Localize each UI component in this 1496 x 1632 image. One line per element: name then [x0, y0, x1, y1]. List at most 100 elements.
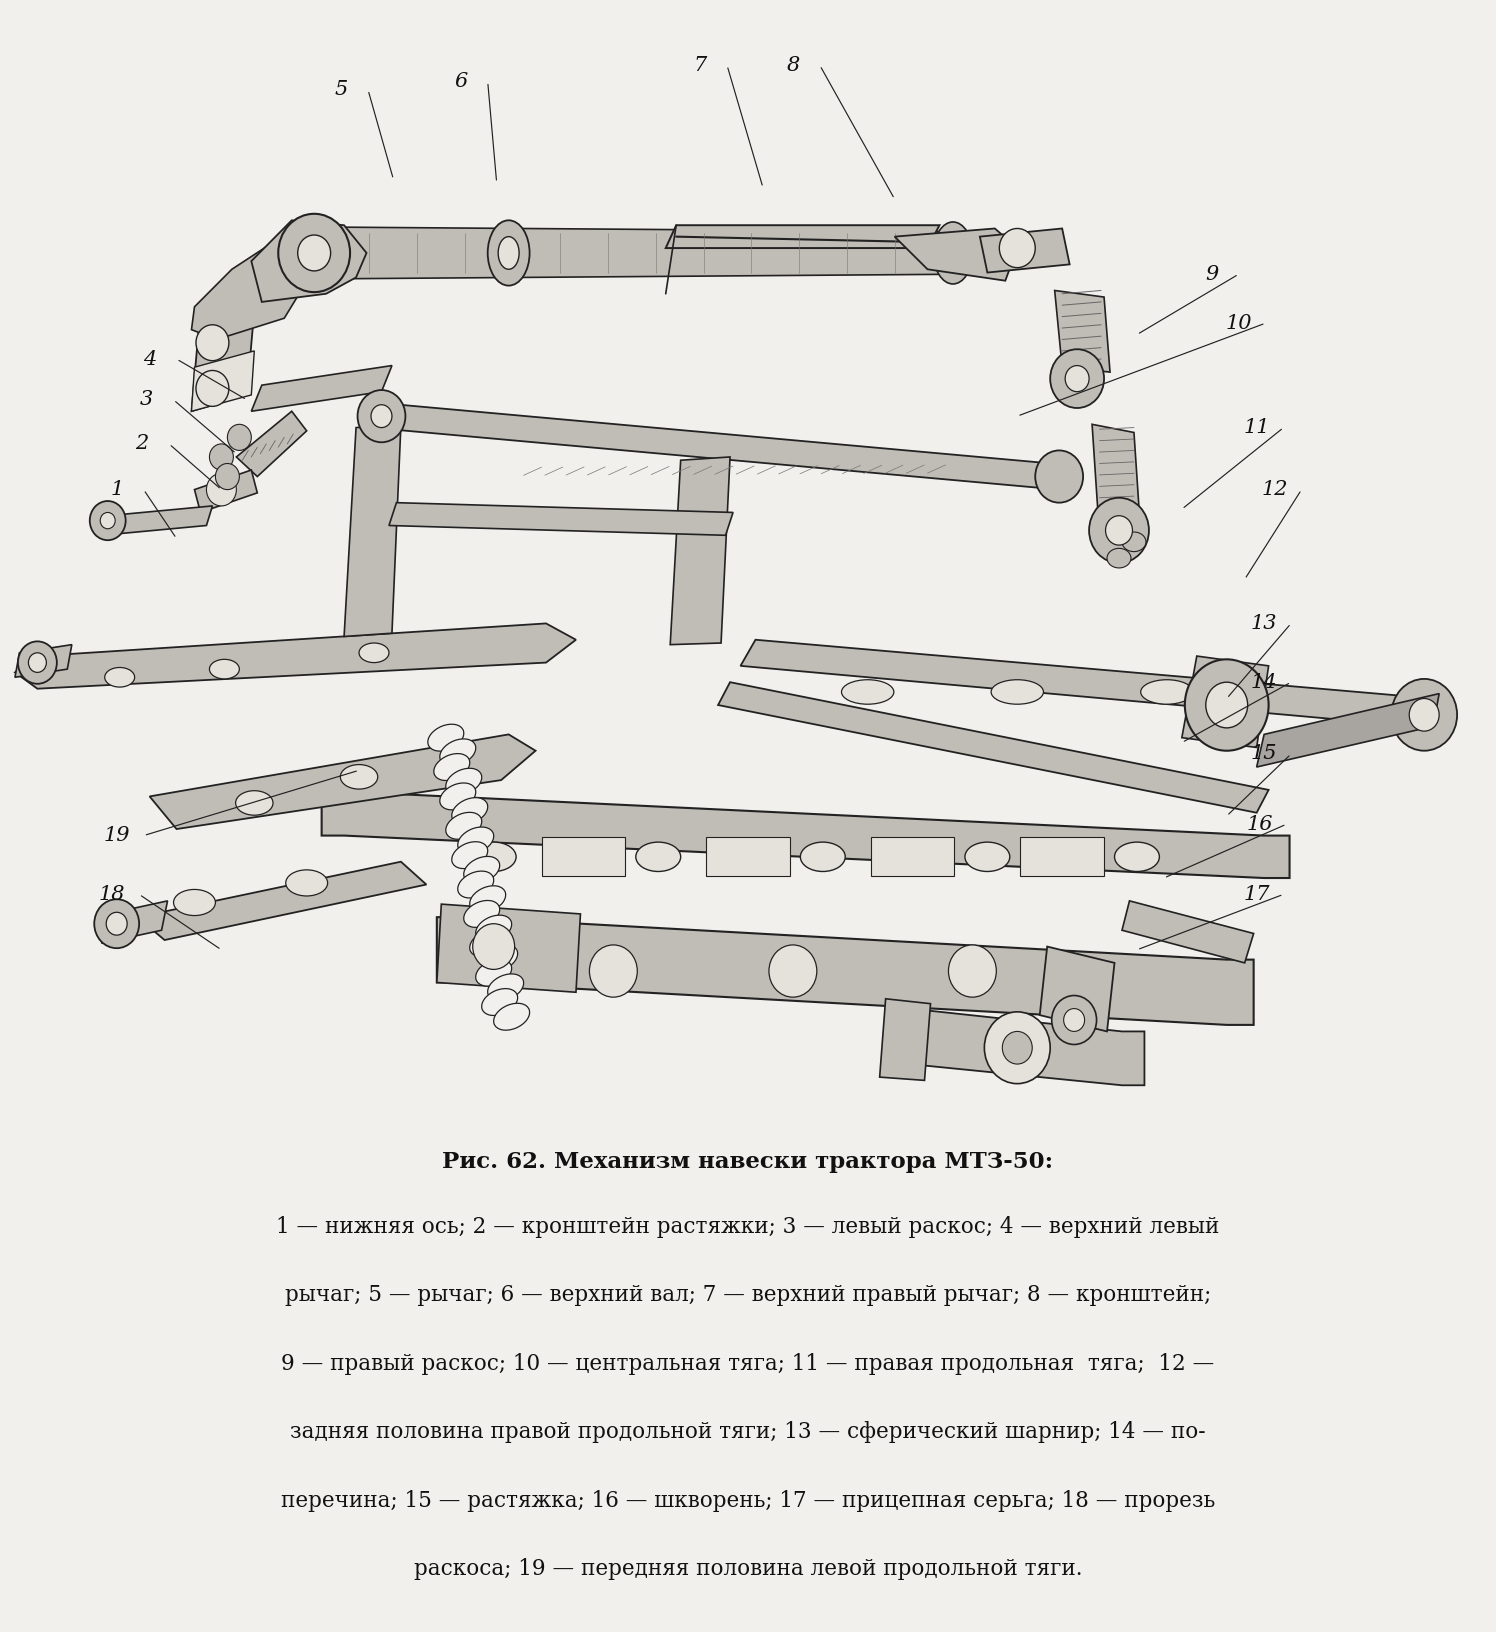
Polygon shape [191, 351, 254, 411]
Circle shape [278, 214, 350, 292]
Ellipse shape [105, 667, 135, 687]
Text: 5: 5 [335, 80, 347, 100]
Circle shape [298, 235, 331, 271]
Circle shape [90, 501, 126, 540]
Polygon shape [389, 503, 733, 535]
Polygon shape [15, 623, 576, 689]
Ellipse shape [992, 681, 1044, 705]
Text: 15: 15 [1251, 744, 1278, 764]
Text: рычаг; 5 — рычаг; 6 — верхний вал; 7 — верхний правый рычаг; 8 — кронштейн;: рычаг; 5 — рычаг; 6 — верхний вал; 7 — в… [284, 1284, 1212, 1306]
Ellipse shape [428, 725, 464, 751]
Text: раскоса; 19 — передняя половина левой продольной тяги.: раскоса; 19 — передняя половина левой пр… [414, 1559, 1082, 1580]
Text: 9: 9 [1206, 264, 1218, 284]
Circle shape [999, 228, 1035, 268]
Text: 14: 14 [1251, 672, 1278, 692]
Polygon shape [542, 837, 625, 876]
Text: 7: 7 [694, 55, 706, 75]
Polygon shape [1122, 901, 1254, 963]
Ellipse shape [452, 798, 488, 824]
Polygon shape [880, 999, 931, 1080]
Text: 4: 4 [144, 349, 156, 369]
Circle shape [589, 945, 637, 997]
Circle shape [1002, 1031, 1032, 1064]
Circle shape [1035, 450, 1083, 503]
Text: 8: 8 [787, 55, 799, 75]
Polygon shape [371, 403, 1070, 490]
Polygon shape [1020, 837, 1104, 876]
Ellipse shape [286, 870, 328, 896]
Circle shape [94, 899, 139, 948]
Circle shape [948, 945, 996, 997]
Polygon shape [299, 227, 965, 279]
Ellipse shape [464, 857, 500, 883]
Polygon shape [191, 310, 254, 411]
Polygon shape [102, 506, 212, 535]
Circle shape [28, 653, 46, 672]
Polygon shape [102, 901, 168, 943]
Polygon shape [194, 470, 257, 512]
Ellipse shape [1107, 548, 1131, 568]
Circle shape [1391, 679, 1457, 751]
Ellipse shape [464, 901, 500, 927]
Ellipse shape [434, 754, 470, 780]
Ellipse shape [841, 681, 893, 705]
Polygon shape [741, 640, 1433, 726]
Ellipse shape [494, 1004, 530, 1030]
Circle shape [1089, 498, 1149, 563]
Polygon shape [706, 837, 790, 876]
Text: 2: 2 [136, 434, 148, 454]
Ellipse shape [476, 960, 512, 986]
Ellipse shape [482, 945, 518, 971]
Ellipse shape [446, 769, 482, 795]
Polygon shape [1040, 947, 1115, 1031]
Polygon shape [437, 917, 1254, 1025]
Ellipse shape [965, 842, 1010, 871]
Text: задняя половина правой продольной тяги; 13 — сферический шарнир; 14 — по-: задняя половина правой продольной тяги; … [290, 1421, 1206, 1443]
Circle shape [984, 1012, 1050, 1084]
Circle shape [1106, 516, 1132, 545]
Text: 16: 16 [1246, 814, 1273, 834]
Ellipse shape [482, 989, 518, 1015]
Text: 3: 3 [141, 390, 153, 410]
Polygon shape [718, 682, 1269, 813]
Polygon shape [322, 792, 1290, 878]
Ellipse shape [446, 813, 482, 839]
Ellipse shape [1122, 532, 1146, 552]
Polygon shape [344, 424, 401, 636]
Polygon shape [251, 220, 367, 302]
Ellipse shape [458, 871, 494, 898]
Ellipse shape [289, 219, 334, 287]
Ellipse shape [340, 764, 377, 790]
Circle shape [1185, 659, 1269, 751]
Circle shape [1052, 996, 1097, 1044]
Polygon shape [670, 457, 730, 645]
Ellipse shape [458, 827, 494, 854]
Circle shape [100, 512, 115, 529]
Ellipse shape [934, 222, 972, 284]
Ellipse shape [174, 889, 215, 916]
Polygon shape [251, 366, 392, 411]
Circle shape [18, 641, 57, 684]
Circle shape [769, 945, 817, 997]
Circle shape [215, 463, 239, 490]
Ellipse shape [1115, 842, 1159, 871]
Text: 1 — нижняя ось; 2 — кронштейн растяжки; 3 — левый раскос; 4 — верхний левый: 1 — нижняя ось; 2 — кронштейн растяжки; … [277, 1216, 1219, 1237]
Ellipse shape [488, 220, 530, 286]
Polygon shape [895, 228, 1017, 281]
Ellipse shape [452, 842, 488, 868]
Polygon shape [236, 411, 307, 477]
Text: 10: 10 [1225, 313, 1252, 333]
Circle shape [1065, 366, 1089, 392]
Polygon shape [1055, 290, 1110, 372]
Ellipse shape [1140, 681, 1194, 705]
Text: 9 — правый раскос; 10 — центральная тяга; 11 — правая продольная  тяга;  12 —: 9 — правый раскос; 10 — центральная тяга… [281, 1353, 1215, 1374]
Polygon shape [886, 1009, 1144, 1085]
Circle shape [358, 390, 405, 442]
Text: 19: 19 [103, 826, 130, 845]
Polygon shape [1182, 656, 1269, 747]
Ellipse shape [470, 886, 506, 912]
Circle shape [371, 405, 392, 428]
Text: Рис. 62. Механизм навески трактора МТЗ-50:: Рис. 62. Механизм навески трактора МТЗ-5… [443, 1151, 1053, 1172]
Polygon shape [666, 225, 939, 248]
Ellipse shape [236, 790, 274, 816]
